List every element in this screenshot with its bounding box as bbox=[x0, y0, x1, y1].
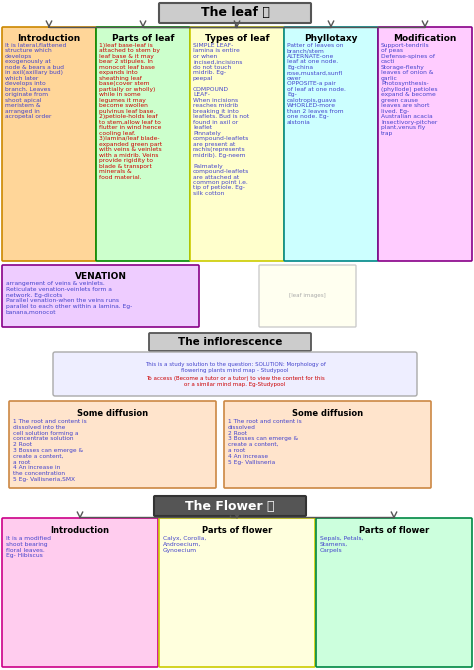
Text: Phyllotaxy: Phyllotaxy bbox=[304, 34, 358, 43]
FancyBboxPatch shape bbox=[190, 27, 284, 261]
Text: Calyx, Corolla,
Androecium,
Gynoecium: Calyx, Corolla, Androecium, Gynoecium bbox=[163, 536, 206, 553]
FancyBboxPatch shape bbox=[149, 333, 311, 351]
Text: It is lateral,flattened
structure which
develops
exogenously at
node & bears a b: It is lateral,flattened structure which … bbox=[5, 43, 66, 119]
Text: 1)leaf base-leaf is
attached to stem by
leaf base & it may
bear 2 stipules. In
m: 1)leaf base-leaf is attached to stem by … bbox=[99, 43, 162, 180]
Text: arrangement of veins & veinlets.
Reticulate venation-veinlets form a
network. Eg: arrangement of veins & veinlets. Reticul… bbox=[6, 281, 132, 315]
Text: Patter of leaves on
branch/stem
ALTERNATE-one
leaf at one node.
Eg-china
rose,mu: Patter of leaves on branch/stem ALTERNAT… bbox=[287, 43, 346, 125]
FancyBboxPatch shape bbox=[9, 401, 216, 488]
Text: Modification: Modification bbox=[393, 34, 456, 43]
Text: Types of leaf: Types of leaf bbox=[205, 34, 269, 43]
Text: Parts of leaf: Parts of leaf bbox=[112, 34, 174, 43]
Text: VENATION: VENATION bbox=[74, 272, 127, 281]
Text: Introduction: Introduction bbox=[18, 34, 81, 43]
Text: Introduction: Introduction bbox=[51, 526, 109, 535]
FancyBboxPatch shape bbox=[224, 401, 431, 488]
Text: The leaf 🍃: The leaf 🍃 bbox=[201, 7, 269, 19]
FancyBboxPatch shape bbox=[53, 352, 417, 396]
Text: Sepals, Petals,
Stamens,
Carpels: Sepals, Petals, Stamens, Carpels bbox=[320, 536, 364, 553]
Text: [leaf images]: [leaf images] bbox=[289, 293, 326, 299]
Text: Some diffusion: Some diffusion bbox=[77, 409, 148, 418]
Text: Support-tendrils
of peas
Defense-spines of
cacti
Storage-fleshy
leaves of onion : Support-tendrils of peas Defense-spines … bbox=[381, 43, 438, 136]
FancyBboxPatch shape bbox=[259, 265, 356, 327]
FancyBboxPatch shape bbox=[284, 27, 378, 261]
Text: 1 The root and content is
dissolved into the
cell solution forming a
concentrate: 1 The root and content is dissolved into… bbox=[13, 419, 87, 482]
Text: The Flower 🌸: The Flower 🌸 bbox=[185, 500, 275, 513]
FancyBboxPatch shape bbox=[159, 518, 315, 667]
Text: Some diffusion: Some diffusion bbox=[292, 409, 363, 418]
Text: The inflorescence: The inflorescence bbox=[178, 337, 282, 347]
FancyBboxPatch shape bbox=[316, 518, 472, 667]
FancyBboxPatch shape bbox=[159, 3, 311, 23]
Text: 1 The root and content is
dissolved
2 Root
3 Bosses can emerge &
create a conten: 1 The root and content is dissolved 2 Ro… bbox=[228, 419, 302, 464]
FancyBboxPatch shape bbox=[2, 27, 96, 261]
Text: This is a study solution to the question: SOLUTION: Morphology of
flowering plan: This is a study solution to the question… bbox=[145, 362, 326, 373]
Text: To access (Become a tutor or a tutor) to view the content for this
or a similar : To access (Become a tutor or a tutor) to… bbox=[146, 376, 324, 387]
FancyBboxPatch shape bbox=[154, 496, 306, 516]
Text: Parts of flower: Parts of flower bbox=[202, 526, 272, 535]
Text: Parts of flower: Parts of flower bbox=[359, 526, 429, 535]
FancyBboxPatch shape bbox=[2, 265, 199, 327]
FancyBboxPatch shape bbox=[378, 27, 472, 261]
FancyBboxPatch shape bbox=[96, 27, 190, 261]
FancyBboxPatch shape bbox=[2, 518, 158, 667]
Text: SIMPLE LEAF-
lamina is entire
or when
incised,incisions
do not touch
midrib. Eg-: SIMPLE LEAF- lamina is entire or when in… bbox=[193, 43, 249, 196]
Text: It is a modified
shoot bearing
floral leaves.
Eg- Hibiscus: It is a modified shoot bearing floral le… bbox=[6, 536, 51, 558]
